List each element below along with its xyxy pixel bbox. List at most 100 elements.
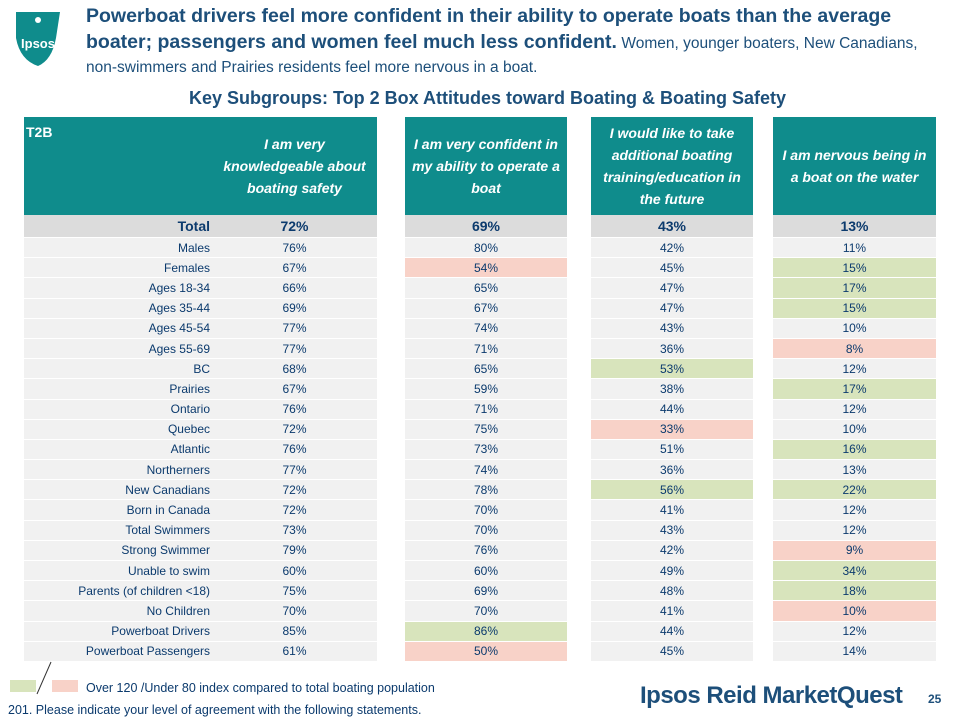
legend-slash-icon: [34, 660, 54, 701]
value-cell: 76%: [212, 236, 377, 259]
value-cell: 36%: [591, 459, 753, 481]
value-cell: 73%: [212, 520, 377, 541]
table-title: Key Subgroups: Top 2 Box Attitudes towar…: [188, 88, 786, 108]
value-cell: 70%: [212, 600, 377, 622]
value-cell: 67%: [212, 378, 377, 400]
table-row: No Children 70% 70% 41% 10%: [24, 600, 936, 622]
row-label: New Canadians: [24, 479, 212, 501]
corner-label: T2B: [24, 117, 212, 215]
value-cell: 73%: [405, 439, 567, 461]
value-cell: 75%: [212, 580, 377, 602]
row-label: No Children: [24, 600, 212, 622]
table-row: Ages 45-54 77% 74% 43% 10%: [24, 318, 936, 339]
subgroup-table: T2B I am very knowledgeable about boatin…: [24, 117, 936, 662]
value-cell: 76%: [212, 439, 377, 461]
value-cell: 70%: [405, 600, 567, 622]
table-row: Quebec 72% 75% 33% 10%: [24, 419, 936, 440]
row-label: Ontario: [24, 399, 212, 420]
value-cell: 43%: [591, 318, 753, 339]
header-nervous: I am nervous being in a boat on the wate…: [773, 117, 936, 215]
value-cell: 44%: [591, 399, 753, 420]
value-cell: 45%: [591, 641, 753, 662]
row-label: Parents (of children <18): [24, 580, 212, 602]
table-row: BC 68% 65% 53% 12%: [24, 358, 936, 380]
value-cell: 71%: [405, 399, 567, 420]
value-cell: 77%: [212, 338, 377, 360]
value-cell: 76%: [212, 399, 377, 420]
value-cell: 47%: [591, 277, 753, 299]
value-cell: 10%: [773, 419, 936, 440]
table-row: Powerboat Passengers 61% 50% 45% 14%: [24, 641, 936, 662]
value-cell: 36%: [591, 338, 753, 360]
page-number: 25: [928, 692, 942, 706]
value-cell: 12%: [773, 520, 936, 541]
value-cell: 22%: [773, 479, 936, 501]
value-cell: 53%: [591, 358, 753, 380]
row-label: Ages 55-69: [24, 338, 212, 360]
value-cell: 42%: [591, 236, 753, 259]
logo-text: Ipsos: [21, 36, 55, 51]
value-cell: 67%: [405, 298, 567, 319]
table-row: Ages 35-44 69% 67% 47% 15%: [24, 298, 936, 319]
row-label: Strong Swimmer: [24, 540, 212, 562]
row-label: Ages 35-44: [24, 298, 212, 319]
value-cell: 41%: [591, 600, 753, 622]
row-label: Powerboat Drivers: [24, 621, 212, 642]
row-label: Ages 18-34: [24, 277, 212, 299]
value-cell: 77%: [212, 459, 377, 481]
table-row: Atlantic 76% 73% 51% 16%: [24, 439, 936, 461]
row-label: Males: [24, 236, 212, 259]
value-cell: 14%: [773, 641, 936, 662]
value-cell: 61%: [212, 641, 377, 662]
value-cell: 69%: [405, 580, 567, 602]
value-cell: 51%: [591, 439, 753, 461]
value-cell: 72%: [212, 479, 377, 501]
value-cell: 66%: [212, 277, 377, 299]
row-label: Total Swimmers: [24, 520, 212, 541]
value-cell: 72%: [212, 499, 377, 521]
value-cell: 75%: [405, 419, 567, 440]
value-cell: 54%: [405, 257, 567, 279]
legend-over-swatch: [10, 680, 36, 692]
value-cell: 45%: [591, 257, 753, 279]
row-label: Born in Canada: [24, 499, 212, 521]
value-cell: 74%: [405, 318, 567, 339]
value-cell: 8%: [773, 338, 936, 360]
table-row: Total Swimmers 73% 70% 43% 12%: [24, 520, 936, 541]
table-row: Females 67% 54% 45% 15%: [24, 257, 936, 279]
header-knowledgeable: I am very knowledgeable about boating sa…: [212, 117, 377, 215]
value-cell: 12%: [773, 358, 936, 380]
value-cell: 72%: [212, 419, 377, 440]
value-cell: 47%: [591, 298, 753, 319]
value-cell: 13%: [773, 215, 936, 238]
value-cell: 43%: [591, 520, 753, 541]
value-cell: 69%: [405, 215, 567, 238]
table-row: New Canadians 72% 78% 56% 22%: [24, 479, 936, 501]
value-cell: 10%: [773, 318, 936, 339]
table-row: Northerners 77% 74% 36% 13%: [24, 459, 936, 481]
value-cell: 11%: [773, 236, 936, 259]
value-cell: 38%: [591, 378, 753, 400]
table-row: Unable to swim 60% 60% 49% 34%: [24, 560, 936, 582]
value-cell: 9%: [773, 540, 936, 562]
value-cell: 68%: [212, 358, 377, 380]
table-header-row: T2B I am very knowledgeable about boatin…: [24, 117, 936, 215]
table-row: Ontario 76% 71% 44% 12%: [24, 399, 936, 420]
value-cell: 69%: [212, 298, 377, 319]
headline-sub: Women, younger boaters, New Canadians, n…: [86, 35, 918, 76]
value-cell: 16%: [773, 439, 936, 461]
ipsos-logo: Ipsos: [8, 8, 68, 68]
table-row: Powerboat Drivers 85% 86% 44% 12%: [24, 621, 936, 642]
value-cell: 44%: [591, 621, 753, 642]
value-cell: 67%: [212, 257, 377, 279]
value-cell: 78%: [405, 479, 567, 501]
value-cell: 80%: [405, 236, 567, 259]
table-row: Males 76% 80% 42% 11%: [24, 236, 936, 259]
brand-logo-text: Ipsos Reid MarketQuest: [640, 682, 903, 709]
headline-bold: Powerboat drivers feel more confident in…: [86, 5, 892, 53]
value-cell: 43%: [591, 215, 753, 238]
row-label: Quebec: [24, 419, 212, 440]
table-row: Born in Canada 72% 70% 41% 12%: [24, 499, 936, 521]
row-label: Unable to swim: [24, 560, 212, 582]
value-cell: 15%: [773, 257, 936, 279]
